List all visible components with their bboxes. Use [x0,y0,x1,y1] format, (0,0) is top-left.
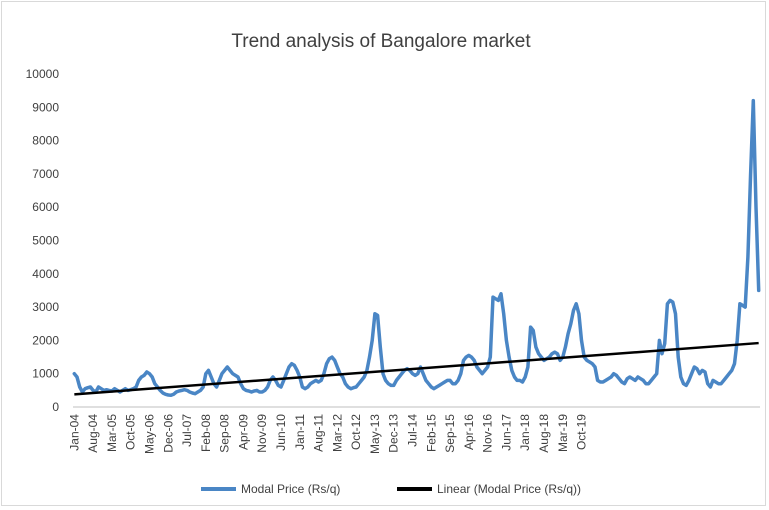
x-tick-label: Jul-14 [405,414,419,447]
y-tick-label: 7000 [32,167,59,181]
x-tick-label: Mar-05 [105,414,119,452]
x-tick-label: Feb-15 [424,414,438,452]
x-tick-label: Jul-07 [180,414,194,447]
y-tick-label: 2000 [32,333,59,347]
x-tick-label: Jan-18 [518,414,532,451]
legend: Modal Price (Rs/q) Linear (Modal Price (… [201,482,581,496]
series-line-linear-trend [74,341,759,396]
x-tick-label: Sep-08 [218,414,232,453]
y-tick-label: 1000 [32,367,59,381]
x-tick-label: Aug-04 [86,414,100,453]
x-tick-label: Oct-19 [575,414,589,450]
y-tick-label: 5000 [32,234,59,248]
x-tick-label: Jun-17 [499,414,513,451]
x-tick-label: Jun-10 [274,414,288,451]
y-tick-label: 0 [52,400,59,414]
y-tick-label: 8000 [32,134,59,148]
x-tick-label: Mar-19 [556,414,570,452]
y-tick-label: 6000 [32,200,59,214]
x-tick-label: Oct-05 [124,414,138,450]
x-tick-label: Dec-06 [161,414,175,453]
y-tick-label: 4000 [32,267,59,281]
x-tick-label: Oct-12 [349,414,363,450]
x-tick-label: Dec-13 [387,414,401,453]
y-tick-label: 3000 [32,300,59,314]
x-tick-label: Apr-09 [236,414,250,450]
x-tick-label: May-13 [368,414,382,454]
x-tick-label: Apr-16 [462,414,476,450]
x-tick-label: May-06 [142,414,156,454]
legend-label-modal-price: Modal Price (Rs/q) [241,482,340,496]
legend-label-linear-trend: Linear (Modal Price (Rs/q)) [437,482,581,496]
x-axis: Jan-04 Aug-04 Mar-05 Oct-05 May-06 Dec-06 Jul-… [67,406,760,454]
series-line-modal-price [72,98,761,398]
x-tick-label: Jan-11 [293,414,307,450]
x-tick-label: Aug-11 [312,414,326,452]
y-tick-label: 9000 [32,100,59,114]
x-tick-label: Feb-08 [199,414,213,452]
x-tick-label: Aug-18 [537,414,551,453]
chart-title: Trend analysis of Bangalore market [231,31,531,52]
x-tick-label: Sep-15 [443,414,457,453]
x-tick-label: Mar-12 [330,414,344,452]
x-tick-label: Nov-09 [255,414,269,453]
x-tick-label: Nov-16 [481,414,495,453]
plot-area [72,98,761,398]
y-axis: 0 1000 2000 3000 4000 5000 6000 7000 8000 9000 100… [26,67,60,414]
x-tick-label: Jan-04 [67,414,81,451]
y-tick-label: 10000 [26,67,60,81]
